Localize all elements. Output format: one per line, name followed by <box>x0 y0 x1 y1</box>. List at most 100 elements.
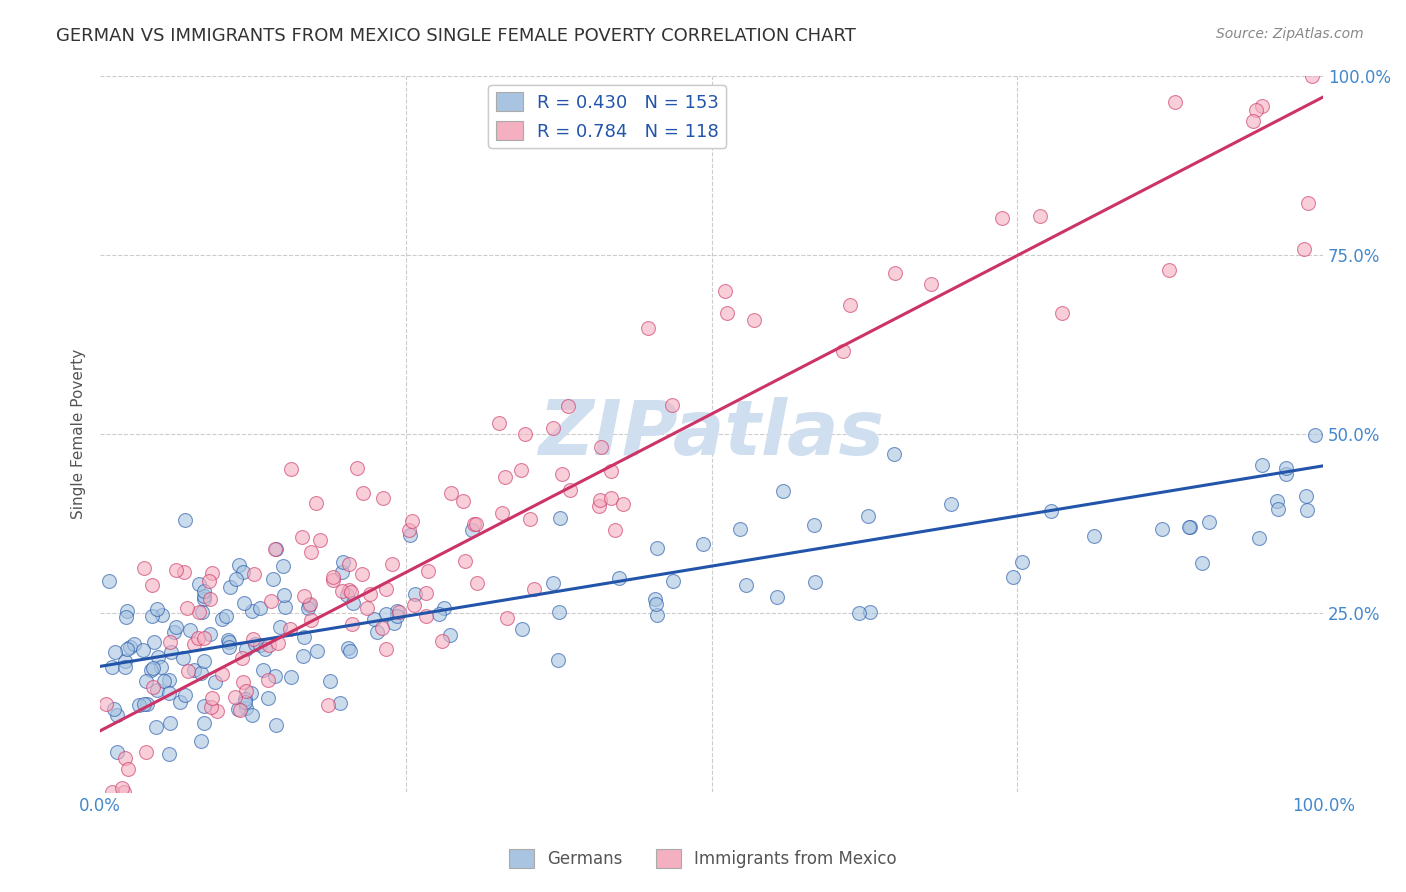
Point <box>142 681 165 695</box>
Point <box>1011 555 1033 569</box>
Point <box>146 682 169 697</box>
Point <box>205 704 228 718</box>
Point <box>662 574 685 588</box>
Point <box>541 420 564 434</box>
Point <box>939 496 962 510</box>
Point <box>1295 490 1317 504</box>
Point <box>149 660 172 674</box>
Point <box>322 570 344 584</box>
Point <box>647 541 669 555</box>
Point <box>218 640 240 654</box>
Point <box>232 674 254 689</box>
Point <box>523 582 546 596</box>
Point <box>337 582 360 597</box>
Point <box>193 654 215 668</box>
Point <box>193 591 215 606</box>
Point <box>388 605 411 619</box>
Point <box>239 685 262 699</box>
Point <box>105 708 128 723</box>
Point <box>278 623 301 637</box>
Point <box>451 494 474 508</box>
Point <box>260 594 283 608</box>
Point <box>191 605 214 619</box>
Point <box>257 691 280 706</box>
Point <box>644 592 666 607</box>
Point <box>714 284 737 298</box>
Point <box>1301 69 1323 83</box>
Point <box>803 518 825 533</box>
Point <box>766 591 789 605</box>
Point <box>198 591 221 606</box>
Point <box>382 616 405 631</box>
Point <box>454 554 477 568</box>
Point <box>342 596 364 610</box>
Point <box>340 585 363 599</box>
Text: Source: ZipAtlas.com: Source: ZipAtlas.com <box>1216 27 1364 41</box>
Point <box>1265 494 1288 508</box>
Point <box>243 567 266 582</box>
Point <box>418 565 440 579</box>
Point <box>229 703 252 717</box>
Point <box>340 616 363 631</box>
Point <box>114 660 136 674</box>
Point <box>217 633 239 648</box>
Point <box>249 638 271 652</box>
Point <box>920 277 942 292</box>
Point <box>193 589 215 603</box>
Point <box>832 344 855 359</box>
Point <box>219 580 242 594</box>
Point <box>373 491 395 506</box>
Point <box>607 571 630 585</box>
Point <box>257 673 280 687</box>
Point <box>132 697 155 711</box>
Point <box>1251 458 1274 472</box>
Point <box>547 653 569 667</box>
Point <box>543 576 565 591</box>
Point <box>1050 306 1073 320</box>
Point <box>218 635 240 649</box>
Point <box>174 688 197 702</box>
Point <box>308 533 330 548</box>
Point <box>883 447 905 461</box>
Point <box>204 674 226 689</box>
Point <box>150 608 173 623</box>
Text: ZIPatlas: ZIPatlas <box>538 397 884 471</box>
Point <box>375 641 398 656</box>
Point <box>188 605 211 619</box>
Point <box>117 762 139 776</box>
Point <box>1295 502 1317 516</box>
Point <box>307 644 329 658</box>
Point <box>1164 95 1187 109</box>
Point <box>173 565 195 579</box>
Point <box>153 673 176 688</box>
Point <box>512 622 534 636</box>
Point <box>266 541 288 556</box>
Point <box>134 561 156 575</box>
Point <box>136 698 159 712</box>
Point <box>157 747 180 761</box>
Point <box>1039 504 1062 518</box>
Point <box>115 604 138 618</box>
Point <box>183 637 205 651</box>
Point <box>165 563 187 577</box>
Point <box>728 522 751 536</box>
Point <box>1198 515 1220 529</box>
Point <box>231 651 253 665</box>
Point <box>174 513 197 527</box>
Point <box>141 663 163 677</box>
Point <box>366 624 388 639</box>
Point <box>404 586 426 600</box>
Point <box>461 523 484 537</box>
Point <box>269 620 291 634</box>
Point <box>491 506 513 520</box>
Point <box>1241 113 1264 128</box>
Point <box>519 512 541 526</box>
Point <box>190 734 212 748</box>
Point <box>243 637 266 651</box>
Point <box>273 588 295 602</box>
Point <box>257 639 280 653</box>
Point <box>1303 427 1326 442</box>
Point <box>1001 570 1024 584</box>
Point <box>94 697 117 711</box>
Point <box>560 483 582 498</box>
